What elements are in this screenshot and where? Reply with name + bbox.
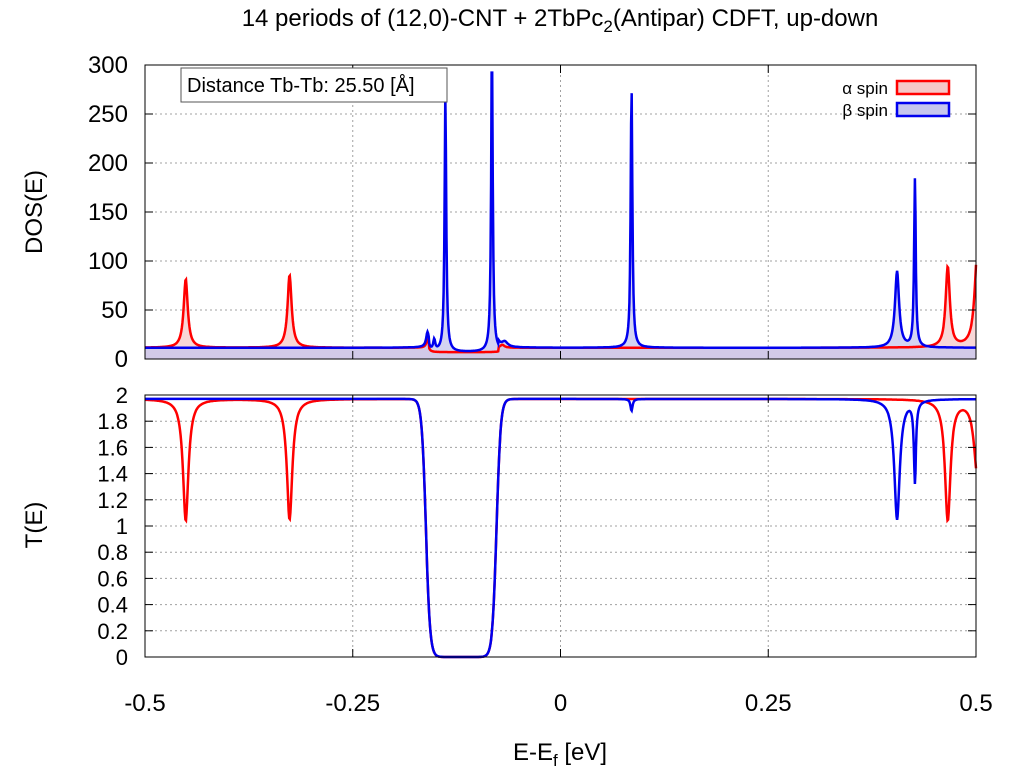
- dos-tick-label: 200: [88, 150, 128, 177]
- top-panel-grid: [145, 65, 976, 359]
- transmission-tick-label: 0.4: [97, 593, 128, 618]
- energy-axis-title-unit: [eV]: [558, 739, 607, 766]
- chart-title: 14 periods of (12,0)-CNT + 2TbPc2(Antipa…: [242, 5, 879, 36]
- energy-tick-label: -0.5: [124, 690, 165, 717]
- transmission-tick-label: 0: [116, 645, 128, 670]
- chart-title-tail: (Antipar) CDFT, up-down: [613, 5, 878, 32]
- transmission-tick-label: 1: [116, 514, 128, 539]
- energy-tick-label: 0.5: [959, 690, 992, 717]
- energy-axis-title-main: E-E: [513, 739, 553, 766]
- energy-axis-title: E-Ef [eV]: [513, 739, 607, 768]
- dos-tick-label: 250: [88, 101, 128, 128]
- energy-tick-label: -0.25: [325, 690, 380, 717]
- legend-label-alpha: α spin: [842, 79, 888, 98]
- transmission-axis-title: T(E): [21, 502, 48, 549]
- bottom-panel-grid: [145, 395, 976, 657]
- transmission-tick-label: 0.6: [97, 566, 128, 591]
- energy-axis-title-subscript: f: [553, 751, 558, 768]
- legend-swatch-alpha: [895, 79, 951, 96]
- transmission-tick-label: 1.4: [97, 462, 128, 487]
- dos-tick-label: 300: [88, 52, 128, 79]
- transmission-tick-label: 2: [116, 383, 128, 408]
- annotation-box: [180, 67, 448, 103]
- transmission-tick-label: 1.2: [97, 488, 128, 513]
- chart-title-main: 14 periods of (12,0)-CNT + 2TbPc: [242, 5, 604, 32]
- legend-swatch-beta: [895, 101, 951, 118]
- dos-tick-label: 100: [88, 248, 128, 275]
- energy-tick-label: 0: [554, 690, 567, 717]
- energy-tick-label: 0.25: [745, 690, 792, 717]
- transmission-series-group: [145, 397, 978, 659]
- transmission-tick-label: 1.8: [97, 409, 128, 434]
- dos-line-beta: [145, 71, 976, 353]
- dos-line-alpha: [145, 263, 978, 354]
- axes-frames: [144, 64, 977, 658]
- transmission-line-beta: [145, 397, 976, 659]
- transmission-line-alpha: [145, 397, 978, 659]
- dos-tick-label: 50: [101, 297, 128, 324]
- dos-axis-title: DOS(E): [21, 170, 48, 254]
- annotation-text: Distance Tb-Tb: 25.50 [Å]: [187, 74, 415, 97]
- transmission-tick-label: 0.2: [97, 619, 128, 644]
- dos-tick-label: 0: [115, 346, 128, 373]
- dos-series-group: [145, 71, 978, 359]
- chart-title-subscript: 2: [603, 17, 612, 36]
- dos-tick-label: 150: [88, 199, 128, 226]
- legend-label-beta: β spin: [842, 101, 888, 120]
- transmission-tick-label: 1.6: [97, 435, 128, 460]
- legend: α spin β spin: [842, 79, 951, 120]
- transmission-tick-label: 0.8: [97, 540, 128, 565]
